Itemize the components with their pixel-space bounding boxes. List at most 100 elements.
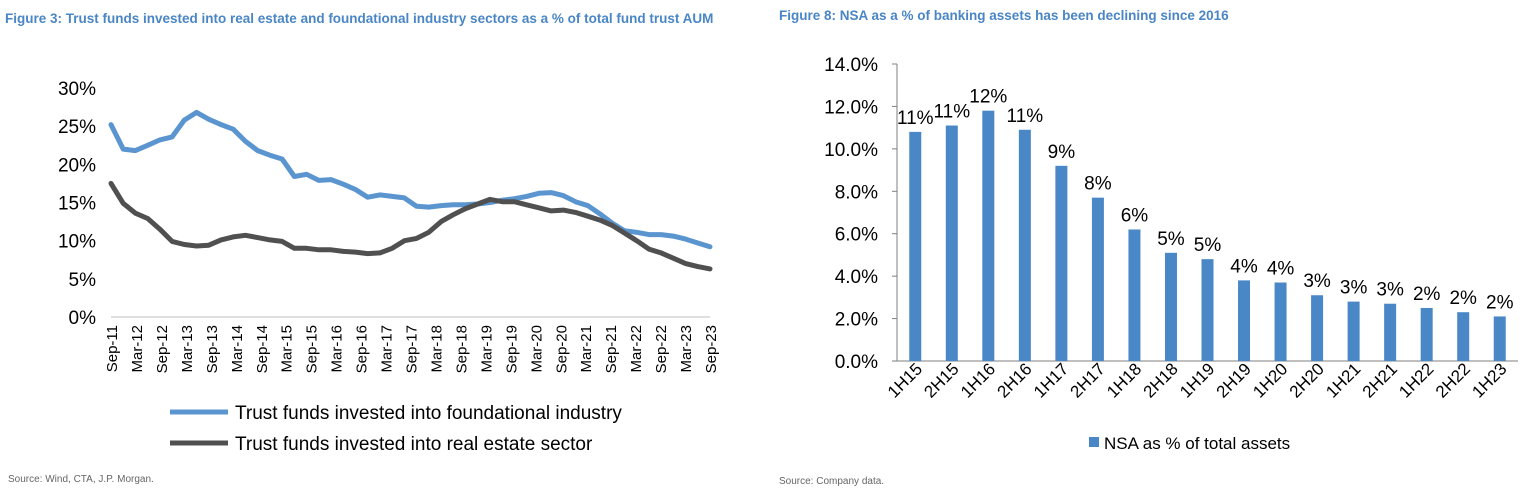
bar [1055,165,1068,361]
data-label: 12% [969,87,1007,108]
series-line-realestate [108,180,713,272]
legend-label-realestate: Trust funds invested into real estate se… [235,434,593,455]
data-label: 3% [1340,278,1368,299]
data-label: 9% [1048,142,1076,163]
x-tick-label: Sep-11 [104,325,121,372]
data-label: 3% [1376,280,1404,301]
x-tick-label: Sep-12 [154,325,171,373]
y-tick-label: 14.0% [824,55,878,76]
x-tick-label: 2H16 [994,359,1036,401]
y-tick-label: 20% [58,155,96,176]
x-tick-label: 2H19 [1213,359,1255,401]
legend-label-nsa: NSA as % of total assets [1104,434,1290,453]
y-tick-label: 25% [58,117,96,138]
x-tick-label: 2H20 [1286,359,1328,401]
x-tick-label: 1H22 [1395,359,1437,401]
bar [1018,129,1031,361]
y-tick-label: 0% [69,308,97,329]
x-tick-label: 2H15 [920,359,962,401]
y-tick-label: 4.0% [835,267,878,288]
x-tick-label: 2H17 [1067,359,1109,401]
x-tick-label: 2H18 [1140,359,1182,401]
x-tick-label: Mar-18 [428,325,445,373]
figure-3-title: Figure 3: Trust funds invested into real… [5,11,714,26]
x-tick-label: Sep-18 [453,325,470,373]
x-tick-label: Mar-19 [478,325,495,373]
x-tick-label: Mar-13 [179,325,196,373]
legend-swatch-nsa [1089,437,1099,447]
figure-3-source: Source: Wind, CTA, J.P. Morgan. [8,474,154,485]
y-tick-label: 5% [69,270,97,291]
bar [909,131,922,361]
x-tick-label: Mar-21 [578,325,595,373]
x-tick-label: Sep-13 [204,325,221,373]
legend-label-foundational: Trust funds invested into foundational i… [235,403,622,424]
series-line-foundational [108,109,713,250]
x-tick-label: 1H18 [1103,359,1145,401]
data-label: 2% [1449,288,1477,309]
bar [1493,316,1506,361]
x-tick-label: Sep-15 [304,325,321,373]
bar [1457,312,1470,361]
data-label: 2% [1413,284,1441,305]
x-tick-label: Sep-22 [653,325,670,373]
y-tick-label: 6.0% [835,225,878,246]
y-tick-label: 30% [58,79,96,100]
data-label: 6% [1121,205,1149,226]
x-tick-label: 1H17 [1030,359,1072,401]
data-label: 4% [1230,256,1258,277]
x-tick-label: Mar-22 [628,325,645,373]
bar [1311,295,1324,361]
y-tick-label: 8.0% [835,182,878,203]
x-tick-label: 1H16 [957,359,999,401]
figure-8-title: Figure 8: NSA as a % of banking assets h… [779,8,1229,23]
x-tick-label: Mar-12 [129,325,146,373]
bar [1091,197,1104,361]
x-tick-label: Sep-20 [553,325,570,373]
bar [1238,280,1251,361]
x-tick-label: 1H20 [1249,359,1291,401]
bar [1274,282,1287,361]
x-tick-label: 2H21 [1359,359,1401,401]
data-label: 3% [1303,271,1331,292]
y-tick-label: 10% [58,232,96,253]
bar [1128,229,1141,361]
data-label: 11% [897,108,934,129]
x-tick-label: Sep-19 [503,325,520,373]
bar [1164,252,1177,361]
bar [1347,301,1360,361]
x-tick-label: 1H15 [884,359,926,401]
data-label: 5% [1194,235,1222,256]
x-tick-label: 1H19 [1176,359,1218,401]
x-tick-label: Sep-21 [603,325,620,373]
bar [1201,259,1214,361]
bar [1384,303,1397,361]
data-label: 11% [933,102,970,123]
x-tick-label: Sep-14 [254,325,271,373]
x-tick-label: 1H23 [1468,359,1510,401]
x-tick-label: Mar-15 [279,325,296,373]
x-tick-label: Sep-16 [354,325,371,373]
bar [982,110,995,362]
bar [945,125,958,362]
x-tick-label: Mar-17 [379,325,396,373]
bar [1420,307,1433,361]
y-tick-label: 0.0% [835,352,878,373]
data-label: 5% [1157,229,1185,250]
data-label: 11% [1007,106,1044,127]
x-tick-label: 1H21 [1322,359,1364,401]
x-tick-label: 2H22 [1432,359,1474,401]
y-tick-label: 2.0% [835,310,878,331]
x-tick-label: Mar-20 [528,325,545,373]
x-tick-label: Sep-23 [703,325,720,373]
data-label: 4% [1267,259,1295,280]
y-tick-label: 10.0% [824,140,878,161]
data-label: 8% [1084,174,1112,195]
data-label: 2% [1486,292,1514,313]
x-tick-label: Mar-23 [678,325,695,373]
x-tick-label: Mar-16 [329,325,346,373]
figure-8-source: Source: Company data. [779,476,885,487]
y-tick-label: 15% [58,194,96,215]
y-tick-label: 12.0% [824,97,878,118]
